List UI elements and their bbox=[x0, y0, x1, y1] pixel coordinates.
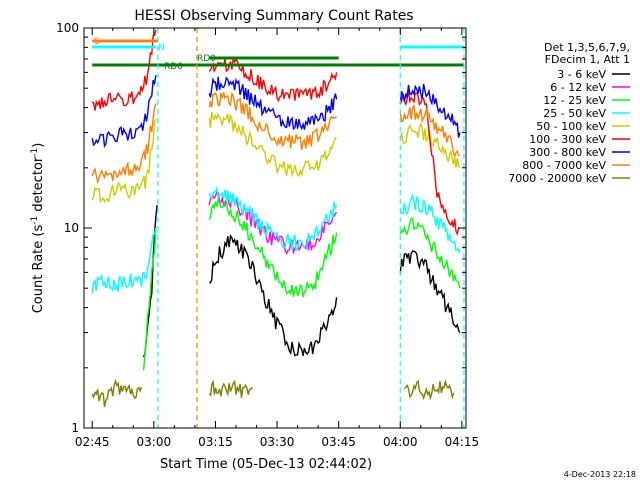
series-6-segment-1 bbox=[208, 76, 338, 131]
series-3-segment-1 bbox=[208, 185, 338, 252]
legend-label-6: 300 - 800 keV bbox=[529, 146, 606, 159]
y-axis-label-sup2: -1 bbox=[30, 148, 40, 157]
series-2-segment-1 bbox=[208, 197, 338, 298]
y-tick-label-1: 10 bbox=[64, 221, 79, 235]
series-8 bbox=[91, 378, 455, 407]
y-axis-label-mid: detector bbox=[31, 156, 46, 216]
x-tick-label-4: 03:45 bbox=[321, 435, 356, 449]
chart-title: HESSI Observing Summary Count Rates bbox=[134, 8, 413, 24]
series-8-segment-2 bbox=[403, 378, 455, 401]
x-tick-label-2: 03:15 bbox=[198, 435, 233, 449]
y-tick-label-0: 1 bbox=[71, 421, 79, 435]
x-axis-label: Start Time (05-Dec-13 02:44:02) bbox=[160, 457, 372, 472]
axes: 02:45 03:00 03:15 03:30 03:45 04:00 04:15 1 10 10… bbox=[56, 21, 479, 449]
legend-header-0: Det 1,3,5,6,7,9, bbox=[544, 41, 630, 54]
series-8-segment-1 bbox=[208, 379, 253, 398]
x-tick-label-6: 04:15 bbox=[445, 435, 480, 449]
legend-label-7: 800 - 7000 keV bbox=[522, 159, 606, 172]
series-7 bbox=[91, 91, 461, 185]
series-5-segment-0 bbox=[91, 29, 157, 111]
state-bar-label-rd0: RD0 bbox=[197, 54, 216, 64]
series-5 bbox=[91, 29, 460, 236]
legend-label-2: 12 - 25 keV bbox=[543, 94, 606, 107]
series-1 bbox=[208, 190, 338, 256]
state-bars: S N RD0 RD6 bbox=[92, 37, 464, 72]
series-4-segment-1 bbox=[208, 112, 337, 178]
x-tick-label-0: 02:45 bbox=[75, 435, 110, 449]
series-2-segment-0 bbox=[142, 227, 157, 371]
x-tick-label-3: 03:30 bbox=[260, 435, 295, 449]
y-axis-label: Count Rate (s-1 detector-1) bbox=[30, 143, 46, 314]
series-7-segment-0 bbox=[91, 103, 157, 185]
series-1-segment-0 bbox=[208, 190, 338, 256]
series-6-segment-2 bbox=[399, 83, 461, 138]
series-2-segment-2 bbox=[399, 217, 461, 289]
series-3-segment-0 bbox=[91, 227, 157, 294]
legend-label-0: 3 - 6 keV bbox=[557, 68, 606, 81]
legend-label-3: 25 - 50 keV bbox=[543, 107, 606, 120]
series-5-segment-2 bbox=[399, 90, 460, 236]
state-bar-label-n: N bbox=[158, 43, 165, 53]
legend: Det 1,3,5,6,7,9,FDecim 1, Att 1 3 - 6 keV… bbox=[508, 41, 630, 185]
legend-label-8: 7000 - 20000 keV bbox=[508, 172, 606, 185]
series-4-segment-0 bbox=[91, 118, 157, 204]
series-layer bbox=[91, 29, 461, 407]
legend-label-4: 50 - 100 keV bbox=[536, 120, 606, 133]
series-8-segment-0 bbox=[91, 378, 143, 407]
series-5-segment-1 bbox=[208, 58, 338, 103]
state-bar-label-rd6: RD6 bbox=[164, 62, 183, 72]
series-3-segment-2 bbox=[399, 193, 461, 254]
series-6-segment-0 bbox=[91, 75, 157, 148]
x-tick-label-5: 04:00 bbox=[383, 435, 418, 449]
series-7-segment-2 bbox=[399, 103, 461, 159]
series-4 bbox=[91, 112, 461, 204]
y-axis-label-main: Count Rate (s bbox=[31, 225, 46, 314]
series-7-segment-1 bbox=[208, 91, 338, 150]
y-tick-label-2: 100 bbox=[56, 21, 79, 35]
y-axis-label-sup1: -1 bbox=[30, 216, 40, 225]
y-axis-label-end: ) bbox=[31, 143, 46, 148]
state-bar-label-s: S bbox=[94, 37, 100, 47]
series-6 bbox=[91, 75, 461, 148]
series-2 bbox=[142, 197, 461, 371]
series-4-segment-2 bbox=[399, 122, 461, 169]
series-0-segment-2 bbox=[399, 250, 461, 333]
series-0-segment-1 bbox=[209, 234, 338, 357]
x-tick-label-1: 03:00 bbox=[137, 435, 172, 449]
footer-timestamp: 4-Dec-2013 22:18 bbox=[564, 470, 636, 479]
legend-header-1: FDecim 1, Att 1 bbox=[545, 53, 630, 66]
series-3 bbox=[91, 185, 461, 294]
legend-label-5: 100 - 300 keV bbox=[529, 133, 606, 146]
legend-label-1: 6 - 12 keV bbox=[550, 81, 606, 94]
